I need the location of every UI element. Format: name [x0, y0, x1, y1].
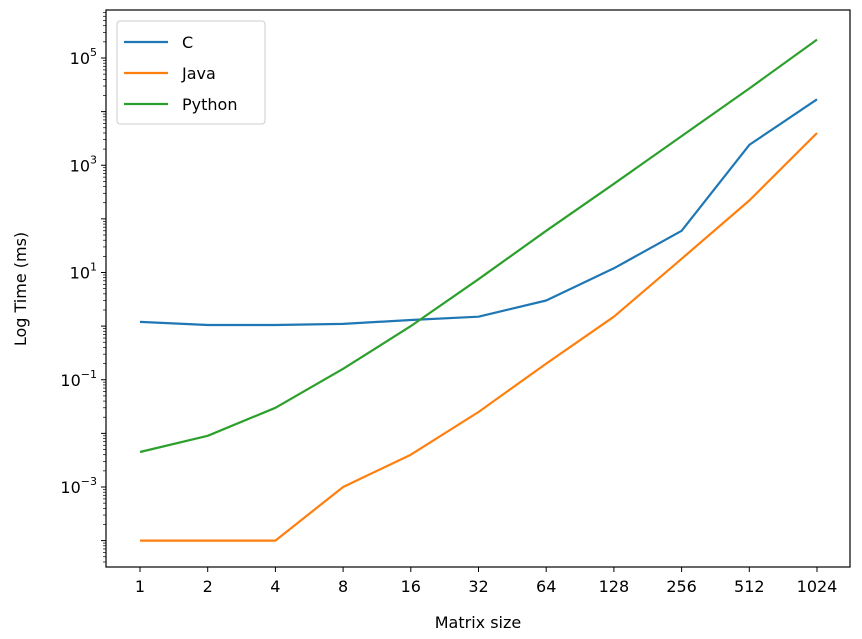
legend-label-c: C — [182, 33, 193, 52]
legend-label-python: Python — [182, 95, 237, 114]
x-tick-label: 256 — [666, 577, 697, 596]
x-tick-label: 64 — [536, 577, 556, 596]
legend: C Java Python — [116, 20, 266, 125]
x-tick-label: 4 — [270, 577, 280, 596]
series-line-java — [140, 132, 818, 542]
x-tick-label: 1 — [135, 577, 145, 596]
y-axis: 10−3 10−1 101 103 105 — [60, 12, 106, 563]
legend-label-java: Java — [181, 64, 216, 83]
y-tick-label: 101 — [70, 261, 97, 283]
series-line-c — [139, 98, 818, 327]
y-tick-label: 10−1 — [60, 368, 97, 390]
x-tick-label: 128 — [599, 577, 630, 596]
x-tick-label: 512 — [734, 577, 765, 596]
x-tick-label: 16 — [401, 577, 421, 596]
y-tick-label: 105 — [70, 46, 97, 68]
series-line-python — [139, 38, 818, 454]
x-axis-title: Matrix size — [435, 613, 521, 632]
x-tick-label: 1024 — [797, 577, 838, 596]
y-axis-title: Log Time (ms) — [11, 232, 30, 346]
x-axis: 1 2 4 8 16 32 64 128 256 512 1024 — [135, 567, 837, 596]
y-tick-label: 103 — [70, 153, 97, 175]
x-tick-label: 32 — [468, 577, 488, 596]
series-lines — [139, 38, 818, 542]
legend-box — [116, 20, 266, 125]
y-tick-label: 10−3 — [60, 475, 97, 497]
x-tick-label: 2 — [203, 577, 213, 596]
x-tick-label: 8 — [338, 577, 348, 596]
